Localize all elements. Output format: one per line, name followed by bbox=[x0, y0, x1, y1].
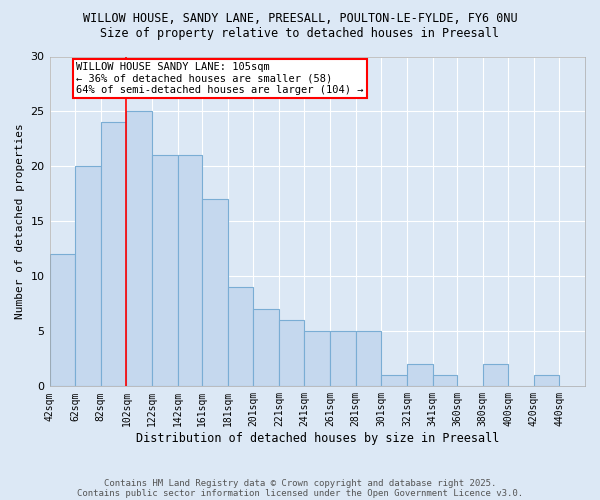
Bar bbox=[304, 332, 330, 386]
Bar bbox=[279, 320, 304, 386]
Y-axis label: Number of detached properties: Number of detached properties bbox=[15, 124, 25, 320]
Text: WILLOW HOUSE, SANDY LANE, PREESALL, POULTON-LE-FYLDE, FY6 0NU: WILLOW HOUSE, SANDY LANE, PREESALL, POUL… bbox=[83, 12, 517, 26]
Bar bbox=[152, 156, 178, 386]
Bar bbox=[382, 376, 407, 386]
Bar bbox=[356, 332, 382, 386]
Bar bbox=[407, 364, 433, 386]
Text: Size of property relative to detached houses in Preesall: Size of property relative to detached ho… bbox=[101, 28, 499, 40]
Bar bbox=[253, 310, 279, 386]
Bar bbox=[75, 166, 101, 386]
Bar bbox=[127, 112, 152, 386]
Bar bbox=[50, 254, 75, 386]
Bar bbox=[178, 156, 202, 386]
Bar bbox=[227, 288, 253, 386]
Bar bbox=[101, 122, 127, 386]
Bar bbox=[202, 200, 227, 386]
Text: WILLOW HOUSE SANDY LANE: 105sqm
← 36% of detached houses are smaller (58)
64% of: WILLOW HOUSE SANDY LANE: 105sqm ← 36% of… bbox=[76, 62, 364, 95]
Bar bbox=[433, 376, 457, 386]
Text: Contains HM Land Registry data © Crown copyright and database right 2025.: Contains HM Land Registry data © Crown c… bbox=[104, 478, 496, 488]
Bar bbox=[482, 364, 508, 386]
Text: Contains public sector information licensed under the Open Government Licence v3: Contains public sector information licen… bbox=[77, 488, 523, 498]
Bar bbox=[534, 376, 559, 386]
X-axis label: Distribution of detached houses by size in Preesall: Distribution of detached houses by size … bbox=[136, 432, 499, 445]
Bar bbox=[330, 332, 356, 386]
